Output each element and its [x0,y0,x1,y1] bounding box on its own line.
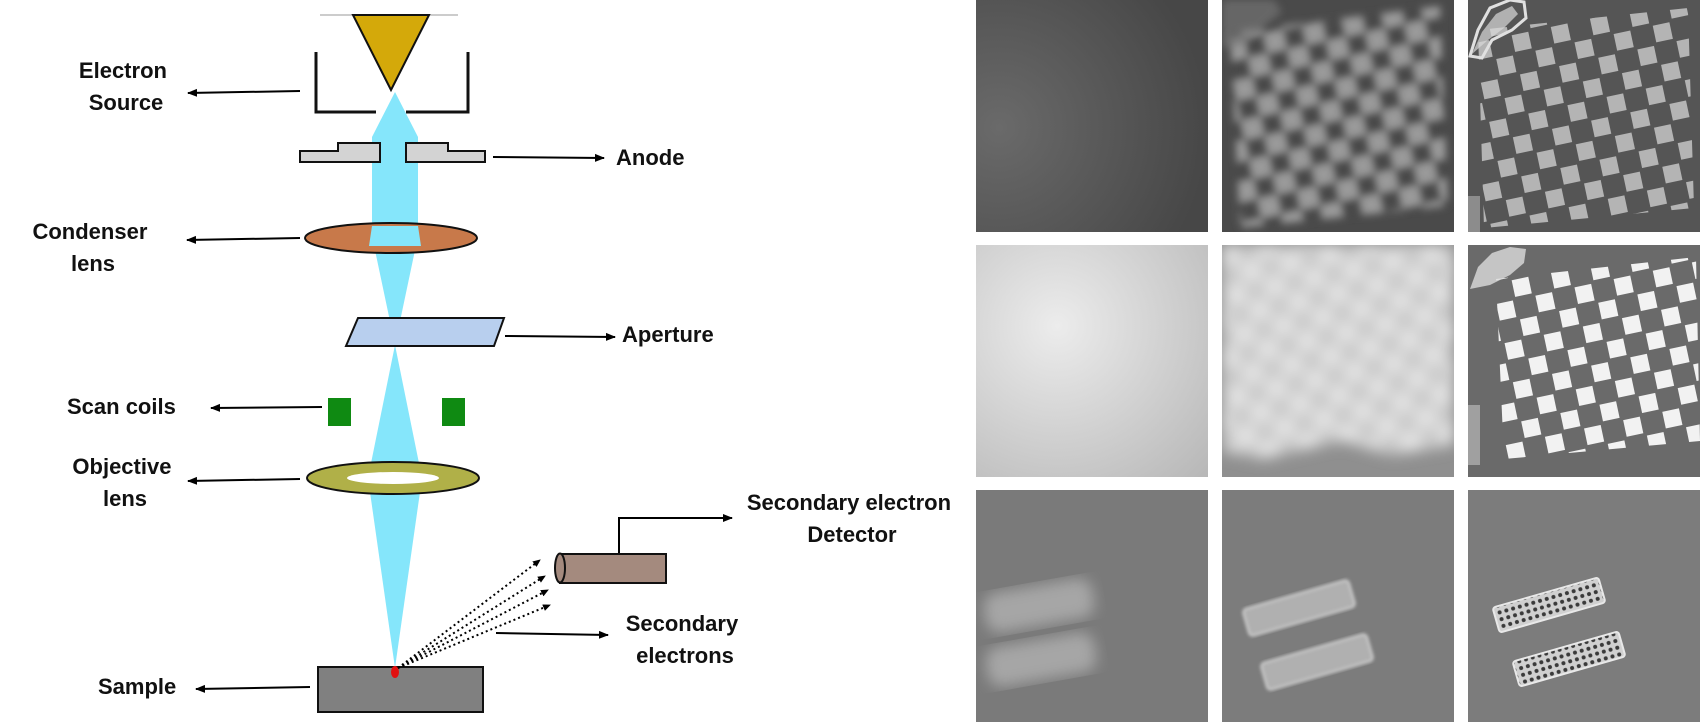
label-aperture: Aperture [622,322,714,347]
secondary-electron-paths [397,559,551,669]
sharp-bars-tile [1468,490,1700,722]
label-anode: Anode [616,145,684,170]
anode-plate-right [405,142,486,163]
label-condenser-line2: lens [71,251,115,276]
source-housing-right [406,52,470,114]
electron-source-tip [351,14,431,93]
label-objective-lens: Objective lens [72,454,177,511]
very-blurred-checkerboard-tile [1222,245,1454,477]
detector-arrow [618,514,733,553]
anode-plate-left [299,142,381,163]
label-scan-coils: Scan coils [67,394,176,419]
objective-lens-bore [347,472,439,484]
label-sample: Sample [98,674,176,699]
secondary-electron-detector [559,553,667,584]
bright-blank-tile [976,245,1208,477]
anode [299,142,486,163]
label-secondary-line2: electrons [636,643,734,668]
sample-arrow [195,684,311,693]
label-objective-line1: Objective [72,454,171,479]
beam-spot [391,666,399,678]
beam-lower-cone [368,345,422,668]
secondary-electrons-arrow [495,630,609,639]
sharp-bright-checkerboard-tile [1468,245,1700,477]
electron-source-arrow [187,88,301,97]
label-secondary-line1: Secondary [626,611,739,636]
aperture-arrow [504,332,616,341]
label-condenser-lens: Condenser lens [32,219,153,276]
condenser-arrow [186,235,301,244]
source-housing-left [314,52,376,114]
label-electron-source-line2: Source [89,90,164,115]
scan-coil-right [442,398,465,426]
objective-arrow [187,476,301,485]
label-condenser-line1: Condenser [32,219,147,244]
label-arrows [186,88,733,693]
scan-coil-left [328,398,351,426]
blank-blurred-tile [976,0,1208,232]
label-electron-source-line1: Electron [79,58,167,83]
blurred-bars-tile [976,490,1208,722]
scan-coils-arrow [210,403,323,412]
label-detector: Secondary electron Detector [747,490,957,547]
label-objective-line2: lens [103,486,147,511]
sample-block [317,666,484,713]
detector-front-face [554,552,566,584]
sharp-checkerboard-tile [1468,0,1700,232]
moderately-sharp-bars-tile [1222,490,1454,722]
label-electron-source: Electron Source [79,58,173,115]
blurred-checkerboard-tile [1222,0,1454,232]
sem-schematic: Electron Source Anode Condenser lens Ape… [32,14,957,713]
sem-image-grid [976,0,1700,723]
beam-upper-cone [372,92,418,345]
beam-through-condenser [369,226,421,246]
electron-beam [368,92,422,668]
electron-source [314,14,470,114]
label-secondary-electrons: Secondary electrons [626,611,745,668]
label-detector-line2: Detector [807,522,897,547]
label-detector-line1: Secondary electron [747,490,951,515]
anode-arrow [492,153,605,162]
aperture-plate [344,317,506,347]
